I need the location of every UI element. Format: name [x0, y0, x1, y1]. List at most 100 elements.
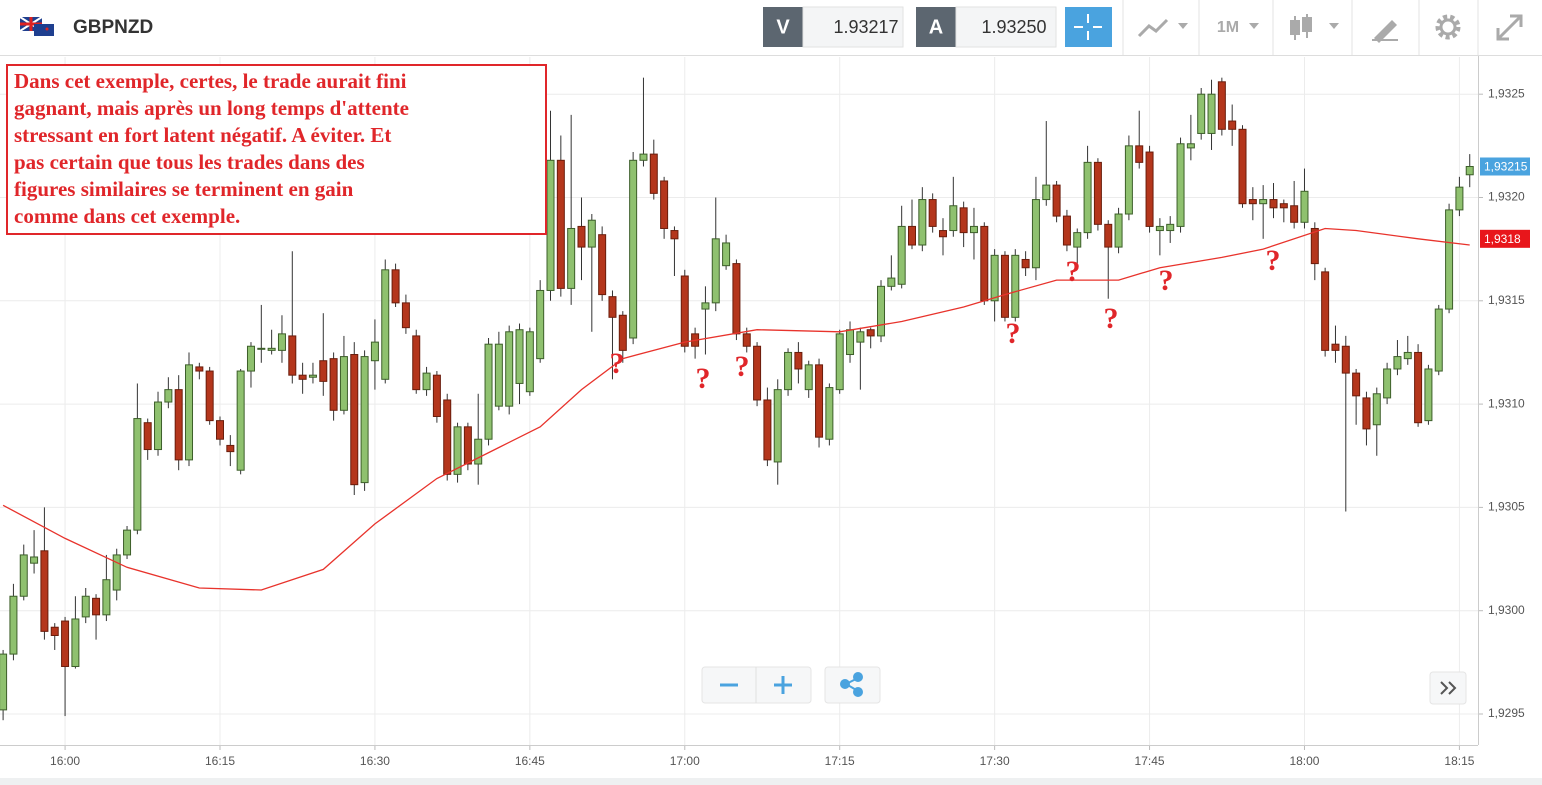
- zoom-in[interactable]: [774, 676, 792, 694]
- candle-body: [453, 426, 462, 475]
- candle-body: [773, 389, 782, 463]
- candle-body: [1331, 343, 1340, 351]
- candle-body: [928, 199, 937, 227]
- price-tag: [1480, 157, 1530, 176]
- candle-body: [1073, 232, 1082, 248]
- candle-body: [40, 550, 49, 632]
- candle-body: [236, 370, 245, 471]
- candle-body: [649, 153, 658, 194]
- candle-body: [722, 242, 731, 267]
- candle-body: [1114, 213, 1123, 248]
- candle-body: [1300, 190, 1309, 223]
- candle-body: [711, 238, 720, 304]
- crosshair-button[interactable]: [1065, 7, 1112, 47]
- candle-body: [660, 180, 669, 229]
- drawing-button[interactable]: [1372, 20, 1398, 43]
- question-mark: ?: [1006, 317, 1021, 350]
- settings-button[interactable]: [1435, 14, 1461, 40]
- toolbar-separators: [1122, 0, 1479, 55]
- candle-body: [391, 269, 400, 304]
- candle-body: [484, 343, 493, 440]
- candle-body: [154, 401, 163, 451]
- chart-type-button[interactable]: [1137, 18, 1188, 38]
- x-tick-label: 18:15: [1444, 754, 1474, 768]
- annotation-line: Dans cet exemple, certes, le trade aurai…: [14, 69, 407, 93]
- candle-body: [701, 302, 710, 310]
- share-icon: [840, 672, 863, 697]
- candle-body: [598, 234, 607, 296]
- candle-body: [1011, 254, 1020, 318]
- annotation-line: comme dans cet exemple.: [14, 204, 241, 228]
- candle-body: [1248, 199, 1257, 205]
- candle-body: [257, 347, 266, 350]
- y-tick-label: 1,9295: [1488, 706, 1525, 720]
- question-mark: ?: [1066, 255, 1081, 288]
- candle-body: [567, 227, 576, 289]
- candle-body: [1445, 209, 1454, 310]
- candle-body: [938, 230, 947, 238]
- candle-body: [1455, 186, 1464, 211]
- candle-body: [1104, 223, 1113, 248]
- buy-price: 1.93250: [981, 17, 1046, 37]
- annotation-line: gagnant, mais après un long temps d'atte…: [14, 96, 409, 120]
- candle-body: [546, 159, 555, 291]
- candle-body: [525, 331, 534, 393]
- price-tag: [1480, 229, 1530, 248]
- candle-body: [959, 207, 968, 234]
- buy-box[interactable]: [955, 6, 1057, 48]
- candle-body: [835, 333, 844, 391]
- candle-body: [463, 426, 472, 465]
- annotation-line: figures similaires se terminent en gain: [14, 177, 354, 201]
- question-mark: ?: [1266, 244, 1281, 277]
- candle-body: [1259, 199, 1268, 205]
- candle-body: [1383, 368, 1392, 399]
- candle-body: [319, 360, 328, 382]
- candle-body: [1176, 143, 1185, 227]
- y-tick-label: 1,9315: [1488, 293, 1525, 307]
- share-button[interactable]: [824, 666, 881, 704]
- buy-button[interactable]: [916, 7, 956, 47]
- scrollbar[interactable]: [0, 778, 1542, 785]
- candle-body: [474, 438, 483, 465]
- candle-body: [887, 277, 896, 287]
- candle-body: [680, 275, 689, 347]
- y-tick-label: 1,9320: [1488, 190, 1525, 204]
- candle-body: [556, 159, 565, 289]
- candle-body: [432, 374, 441, 417]
- x-tick-label: 17:30: [980, 754, 1010, 768]
- question-mark: ?: [735, 350, 750, 383]
- candle-body: [1341, 345, 1350, 374]
- candle-body: [1465, 166, 1474, 176]
- candle-body: [185, 364, 194, 461]
- candle-body: [412, 335, 421, 391]
- candle-style-button[interactable]: [1290, 14, 1339, 40]
- sell-box[interactable]: [802, 6, 904, 48]
- timeframe[interactable]: 1M: [1217, 19, 1239, 36]
- sell-price: 1.93217: [833, 17, 898, 37]
- candle-body: [1186, 143, 1195, 149]
- fullscreen-button[interactable]: [1496, 14, 1523, 41]
- candle-body: [370, 341, 379, 362]
- x-tick-label: 18:00: [1289, 754, 1319, 768]
- candle-body: [866, 329, 875, 337]
- candle-body: [102, 579, 111, 616]
- y-tick-label: 1,9305: [1488, 500, 1525, 514]
- candle-body: [92, 597, 101, 616]
- zoom-buttons: [701, 666, 881, 704]
- question-mark: ?: [1104, 302, 1119, 335]
- candle-body: [949, 205, 958, 232]
- candle-body: [143, 422, 152, 451]
- y-tick-label: 1,9300: [1488, 603, 1525, 617]
- candle-body: [288, 335, 297, 376]
- candle-body: [846, 329, 855, 356]
- price-tag-label: 1,93215: [1484, 160, 1528, 174]
- candle-body: [804, 364, 813, 391]
- candle-body: [587, 219, 596, 248]
- question-mark: ?: [1159, 264, 1174, 297]
- candle-body: [1321, 271, 1330, 351]
- candle-body: [19, 554, 28, 597]
- candle-body: [1310, 227, 1319, 265]
- sell-button[interactable]: [763, 7, 803, 47]
- candle-body: [1062, 215, 1071, 246]
